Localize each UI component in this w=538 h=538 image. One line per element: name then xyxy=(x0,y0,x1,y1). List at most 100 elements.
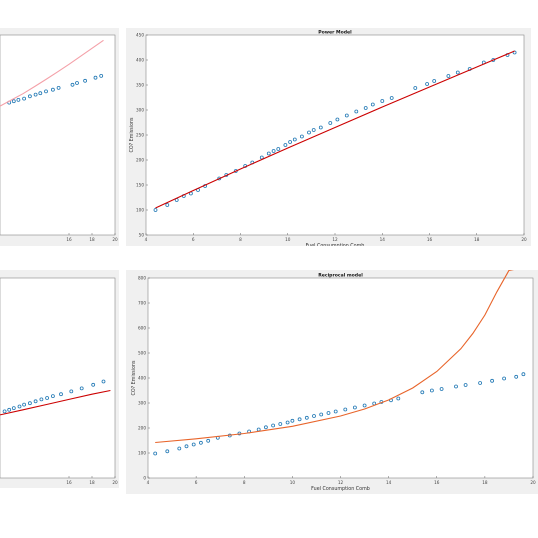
data-point xyxy=(455,70,460,75)
x-tick-label: 12 xyxy=(332,237,338,242)
data-point xyxy=(206,438,211,443)
data-point xyxy=(79,386,84,391)
data-point xyxy=(307,130,311,135)
plot-area xyxy=(147,277,534,479)
data-point xyxy=(354,109,359,114)
data-point xyxy=(439,387,444,391)
x-tick-label: 14 xyxy=(380,237,386,242)
data-point xyxy=(304,415,309,420)
y-tick-label: 500 xyxy=(138,351,146,356)
data-point xyxy=(446,74,451,78)
x-tick-label: 10 xyxy=(290,480,296,485)
data-point xyxy=(297,417,302,422)
data-point xyxy=(463,383,468,387)
data-point xyxy=(326,411,331,415)
data-point xyxy=(319,412,324,417)
data-point xyxy=(56,86,61,90)
y-tick-label: 0 xyxy=(143,476,146,481)
y-tick-label: 300 xyxy=(136,108,144,113)
data-point xyxy=(276,147,281,151)
x-tick-label: 4 xyxy=(145,237,148,242)
data-point xyxy=(17,404,22,409)
data-point xyxy=(165,203,170,207)
data-point xyxy=(191,442,196,447)
data-point xyxy=(343,407,348,412)
data-point xyxy=(93,75,98,80)
series-group xyxy=(0,39,104,107)
data-point xyxy=(199,440,203,445)
data-point xyxy=(22,96,27,101)
x-tick-label: 6 xyxy=(195,480,198,485)
x-tick-label: 18 xyxy=(482,480,488,485)
data-point xyxy=(27,401,32,406)
x-tick-label: 16 xyxy=(427,237,433,242)
y-tick-label: 250 xyxy=(136,133,144,138)
y-tick-label: 450 xyxy=(136,33,144,38)
fit-line xyxy=(0,39,104,107)
x-axis-label: Fuel Consumption Comb xyxy=(306,243,365,246)
data-point xyxy=(38,91,43,96)
data-point xyxy=(44,89,48,94)
chart-panel-reciprocal-model: 4 6 8 10 12 14 16 18 20 0 100 200 300 400 500 600 700 800… xyxy=(126,270,538,494)
data-point xyxy=(22,402,27,407)
data-point xyxy=(263,425,268,430)
chart-top-left: 16 18 20 xyxy=(0,34,118,242)
y-tick-label: 100 xyxy=(138,451,146,456)
x-tick-label: 20 xyxy=(521,237,527,242)
x-tick-label: 20 xyxy=(530,480,536,485)
data-point xyxy=(454,384,458,389)
plot-area xyxy=(145,34,525,236)
y-axis-label: CO? Emissions xyxy=(129,117,135,153)
data-point xyxy=(521,372,526,377)
chart-title: Power Model xyxy=(318,30,352,36)
data-point xyxy=(266,151,271,156)
data-point xyxy=(184,444,189,449)
data-point xyxy=(283,143,288,147)
data-point xyxy=(396,396,401,401)
y-axis-label: CO? Emissions xyxy=(131,360,137,396)
data-point xyxy=(490,378,495,383)
data-point xyxy=(363,106,368,110)
data-point xyxy=(514,374,519,379)
data-point xyxy=(478,381,483,385)
data-point xyxy=(380,99,385,103)
fit-line xyxy=(0,389,111,416)
data-point xyxy=(370,102,375,107)
data-point xyxy=(39,397,44,402)
data-point xyxy=(33,92,38,97)
data-point xyxy=(83,78,87,83)
data-point xyxy=(153,451,158,456)
series-group xyxy=(0,379,111,416)
x-tick-label: 14 xyxy=(386,480,392,485)
x-tick-label: 16 xyxy=(66,480,72,485)
y-tick-label: 300 xyxy=(138,401,146,406)
plot-area xyxy=(0,34,116,236)
data-point xyxy=(70,82,75,87)
x-tick-label: 20 xyxy=(112,237,118,242)
data-point xyxy=(69,389,74,394)
x-tick-label: 8 xyxy=(243,480,246,485)
y-tick-label: 50 xyxy=(139,233,145,238)
data-point xyxy=(278,422,283,426)
fit-line xyxy=(155,50,515,209)
chart-reciprocal-model: 4 6 8 10 12 14 16 18 200100200300400500600700800… xyxy=(131,270,536,492)
chart-panel-top-left: 16 18 20 xyxy=(0,28,119,246)
data-point xyxy=(27,94,32,99)
x-tick-label: 12 xyxy=(338,480,344,485)
data-point xyxy=(311,128,316,132)
data-point xyxy=(420,390,425,395)
data-point xyxy=(335,117,340,122)
y-tick-label: 100 xyxy=(136,208,144,213)
chart-title: Reciprocal model xyxy=(318,273,363,279)
data-point xyxy=(288,140,293,144)
data-point xyxy=(502,376,507,381)
data-point xyxy=(389,96,394,100)
data-point xyxy=(45,396,49,400)
data-point xyxy=(7,407,12,412)
data-point xyxy=(11,99,16,104)
x-tick-label: 18 xyxy=(89,237,95,242)
data-point xyxy=(2,409,7,414)
x-tick-label: 8 xyxy=(239,237,242,242)
data-point xyxy=(101,379,106,384)
data-point xyxy=(271,423,276,428)
